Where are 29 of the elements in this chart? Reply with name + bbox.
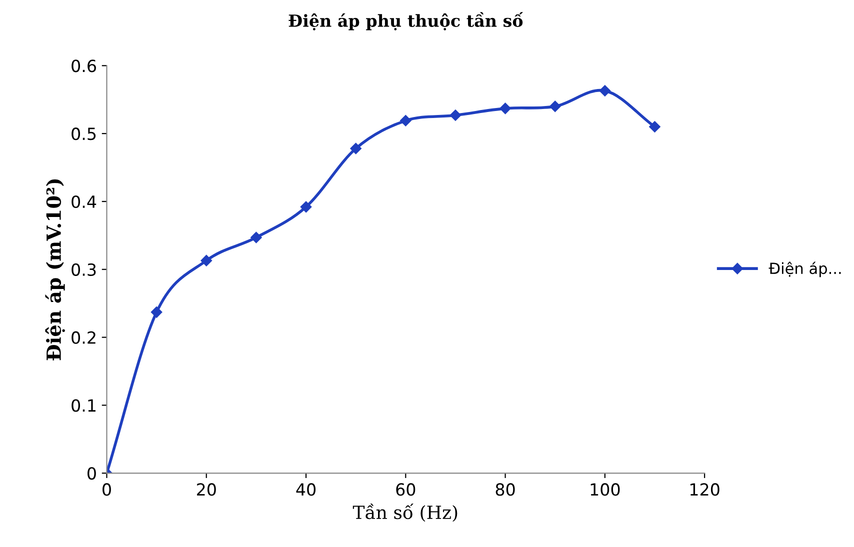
point	[649, 121, 660, 132]
y-tick-label: 0.3	[72, 263, 96, 276]
x-tick-label: 0	[102, 483, 111, 496]
x-tick-label: 40	[296, 483, 316, 496]
x-tick-label: 60	[396, 483, 416, 496]
point	[599, 85, 611, 96]
y-tick-label: 0.1	[72, 399, 96, 412]
point	[300, 201, 312, 213]
legend-label: Điện áp...	[768, 262, 841, 278]
chart-title: Điện áp phụ thuộc tần số	[288, 12, 524, 30]
x-axis-title: Tần số (Hz)	[352, 504, 458, 522]
x-tick-label: 20	[197, 483, 216, 496]
x-tick-label: 80	[496, 483, 515, 496]
point	[450, 110, 462, 121]
point	[549, 100, 561, 112]
point	[200, 254, 212, 266]
point	[400, 115, 412, 126]
y-tick-label: 0.4	[72, 195, 96, 208]
y-tick-label: 0	[88, 467, 96, 480]
x-tick-label: 100	[590, 483, 620, 496]
y-tick-label: 0.6	[72, 60, 96, 72]
point	[500, 102, 511, 114]
point	[250, 232, 262, 244]
point	[350, 142, 362, 154]
x-tick-label: 120	[690, 483, 720, 496]
y-tick-label: 0.2	[72, 331, 96, 344]
y-axis-title: Điện áp (mV.10²)	[45, 179, 65, 360]
y-tick-label: 0.5	[72, 128, 96, 140]
point	[150, 306, 162, 318]
